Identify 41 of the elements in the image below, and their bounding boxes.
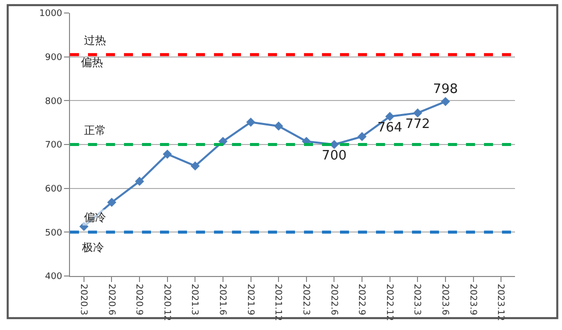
x-tick-label: 2020.6 bbox=[106, 284, 116, 316]
point bbox=[134, 176, 144, 186]
point bbox=[79, 222, 88, 232]
y-tick-label: 400 bbox=[45, 272, 62, 282]
x-tick-label: 2022.6 bbox=[328, 284, 338, 316]
annotation: 偏热 bbox=[81, 56, 103, 69]
y-tick-label: 700 bbox=[45, 140, 62, 151]
point bbox=[107, 198, 116, 207]
x-tick-label: 2021.3 bbox=[189, 284, 200, 316]
point bbox=[330, 140, 339, 150]
point bbox=[190, 161, 200, 171]
point bbox=[357, 132, 367, 142]
x-tick-label: 2022.3 bbox=[300, 284, 310, 316]
point bbox=[274, 122, 284, 131]
x-tick-label: 2023.3 bbox=[412, 284, 422, 316]
annotation: 极冷 bbox=[81, 241, 104, 254]
point bbox=[440, 96, 450, 106]
data-label: 700 bbox=[322, 148, 347, 164]
x-tick-label: 2023.9 bbox=[467, 284, 478, 316]
point bbox=[385, 112, 394, 121]
x-tick-label: 2023.6 bbox=[440, 284, 450, 316]
y-tick-label: 900 bbox=[45, 52, 62, 63]
ref-line-label: 正常 bbox=[84, 124, 106, 137]
data-label: 764 bbox=[377, 120, 402, 136]
y-tick-label: 500 bbox=[45, 228, 62, 238]
x-tick-label: 2021.6 bbox=[217, 284, 228, 316]
x-tick-label: 2020.3 bbox=[78, 284, 88, 316]
ref-line-label: 偏冷 bbox=[84, 211, 106, 224]
y-tick-label: 1000 bbox=[39, 9, 62, 20]
point bbox=[162, 150, 172, 159]
x-tick-label: 2022.9 bbox=[356, 284, 366, 316]
y-tick-label: 600 bbox=[45, 184, 62, 194]
x-tick-label: 2021.9 bbox=[244, 284, 255, 316]
data-label: 772 bbox=[405, 117, 430, 132]
point bbox=[246, 118, 256, 127]
x-tick-label: 2020.9 bbox=[134, 284, 144, 316]
data-label: 798 bbox=[433, 82, 458, 97]
y-tick-label: 800 bbox=[45, 96, 62, 107]
x-tick-label: 2020.12 bbox=[161, 284, 172, 322]
point bbox=[413, 108, 422, 118]
ref-line-label: 过热 bbox=[84, 34, 106, 47]
